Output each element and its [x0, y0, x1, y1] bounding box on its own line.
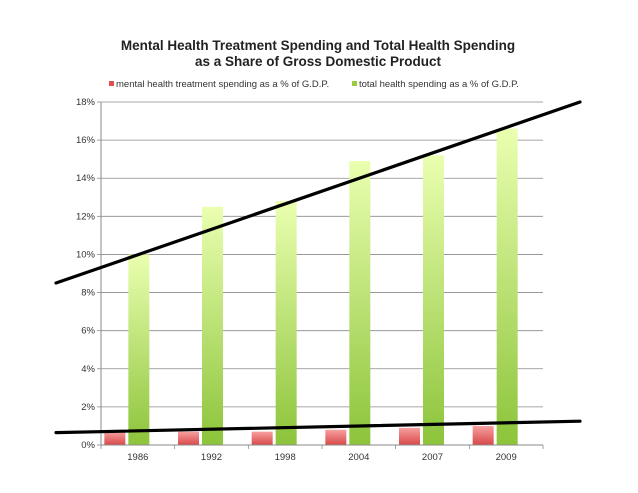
bar-mental-health-2007	[399, 427, 420, 445]
y-tick-label: 14%	[76, 173, 96, 184]
bar-mental-health-2004	[325, 429, 347, 445]
legend: mental health treatment spending as a % …	[109, 79, 519, 90]
y-tick-label: 2%	[81, 402, 95, 413]
x-tick-label: 2004	[348, 452, 369, 463]
bar-total-health-2004	[349, 161, 371, 446]
x-axis-ticks: 1986 1992 1998 2004 2007 2009	[100, 445, 544, 463]
axes	[100, 102, 543, 446]
y-tick-label: 10%	[76, 249, 96, 260]
bar-total-health-2007	[423, 155, 444, 445]
legend-label-mental-health: mental health treatment spending as a % …	[116, 79, 329, 90]
y-tick-label: 0%	[81, 440, 95, 451]
x-tick-label: 2007	[422, 452, 443, 463]
bar-mental-health-2009	[472, 425, 494, 445]
bar-mental-health-1992	[178, 431, 199, 445]
gridlines	[101, 101, 543, 446]
bars	[104, 128, 518, 446]
trend-line-mental-health	[54, 419, 582, 435]
bar-total-health-1992	[202, 206, 223, 445]
y-tick-label: 18%	[76, 97, 96, 108]
bar-mental-health-1986	[104, 431, 126, 445]
y-tick-label: 4%	[81, 364, 95, 375]
trend-lines	[54, 100, 582, 435]
x-tick-label: 2009	[496, 452, 517, 463]
y-tick-label: 6%	[81, 326, 95, 337]
trend-line-total-health	[54, 100, 582, 285]
bar-total-health-1986	[128, 254, 150, 445]
bar-total-health-1998	[275, 201, 297, 445]
bar-total-health-2009	[496, 128, 518, 445]
legend-swatch-mental-health	[109, 81, 114, 86]
x-tick-label: 1998	[275, 452, 296, 463]
y-axis-ticks: 0% 2% 4% 6% 8% 10% 12% 14% 16% 18%	[76, 97, 101, 451]
legend-label-total-health: total health spending as a % of G.D.P.	[359, 79, 519, 90]
chart-title-line-2: as a Share of Gross Domestic Product	[195, 54, 442, 69]
legend-swatch-total-health	[352, 81, 357, 86]
bar-mental-health-1998	[251, 431, 273, 445]
y-tick-label: 16%	[76, 135, 96, 146]
x-tick-label: 1986	[127, 452, 148, 463]
y-tick-label: 8%	[81, 288, 95, 299]
chart-title-line-1: Mental Health Treatment Spending and Tot…	[121, 38, 515, 53]
x-tick-label: 1992	[201, 452, 222, 463]
y-tick-label: 12%	[76, 211, 96, 222]
